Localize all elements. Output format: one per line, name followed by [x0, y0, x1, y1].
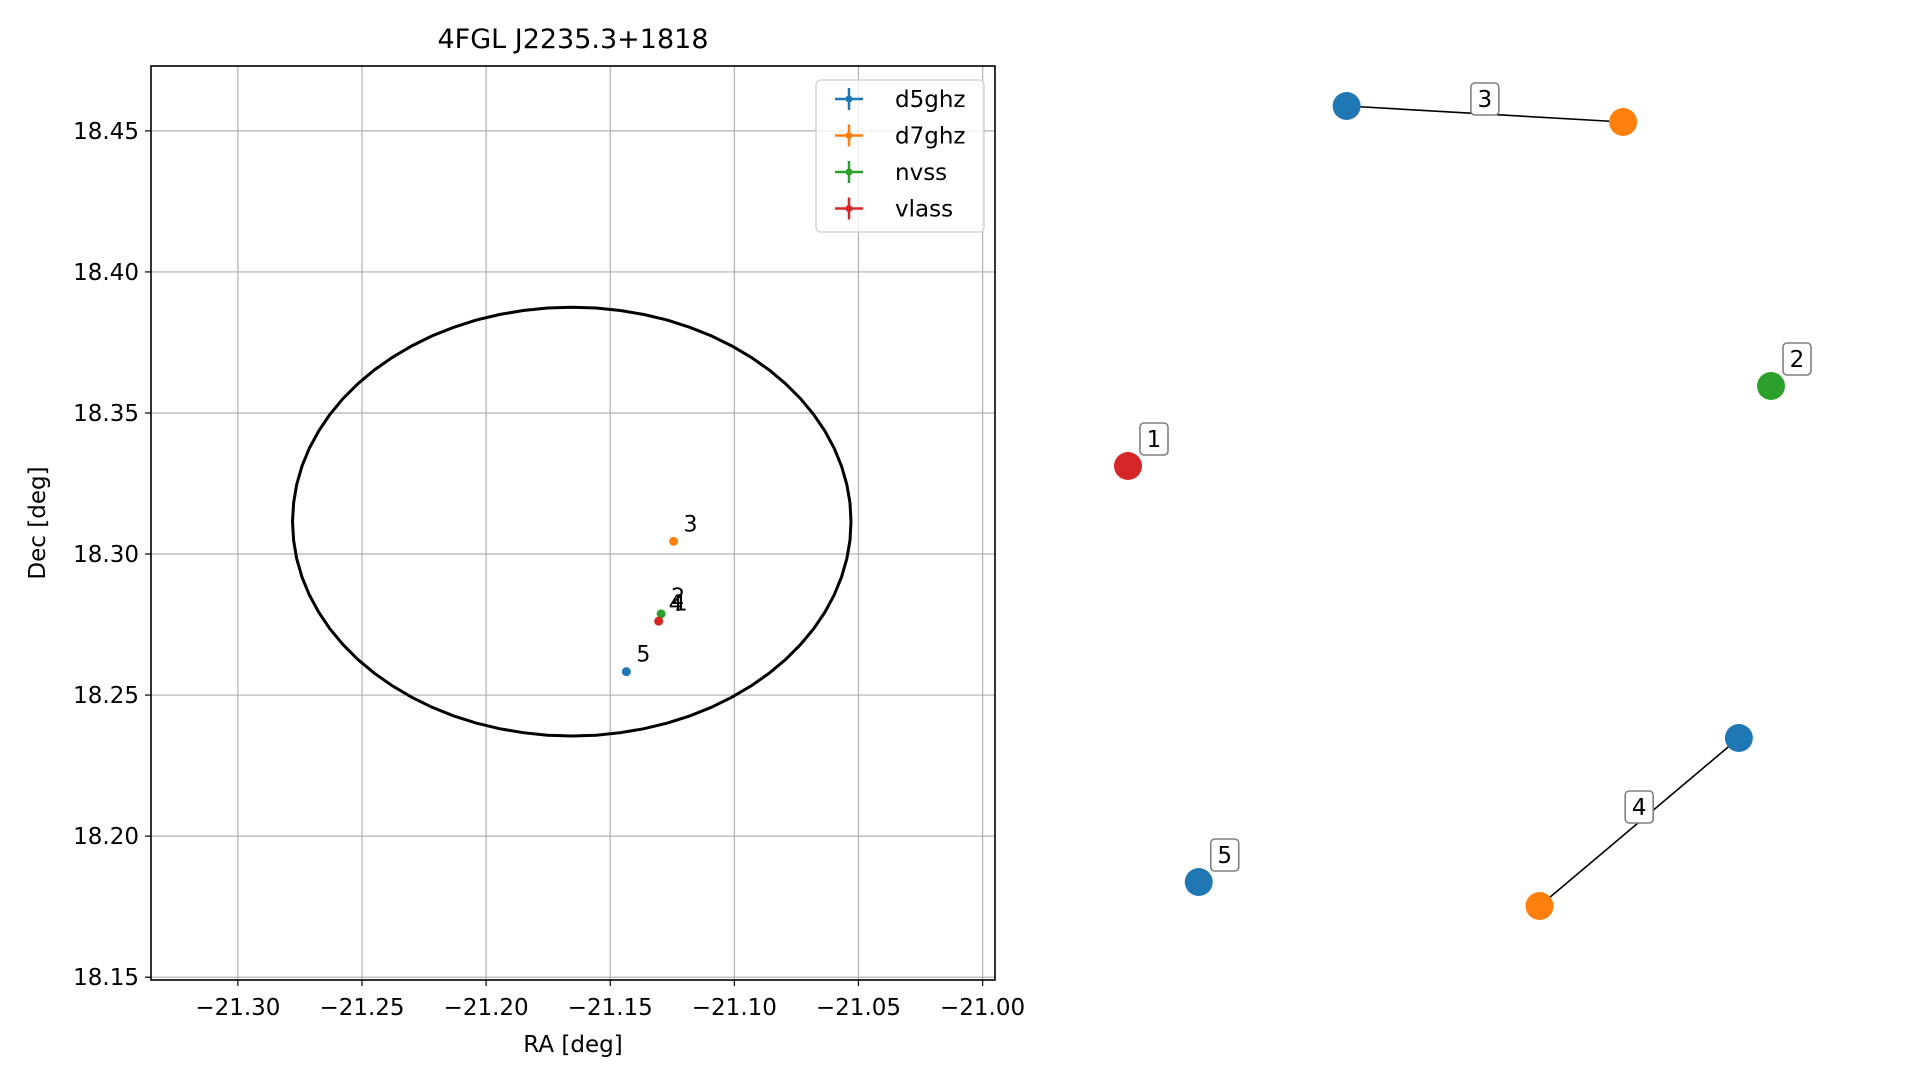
legend: d5ghz d7ghz nvss vlass [815, 79, 985, 233]
legend-label: nvss [895, 160, 947, 186]
node-label: 5 [1217, 843, 1232, 869]
y-tick-label: 18.35 [73, 401, 139, 427]
network-node [1184, 868, 1213, 896]
network-node [1609, 108, 1638, 136]
network-node [1332, 92, 1361, 120]
legend-marker [845, 168, 853, 176]
point-label: 3 [684, 512, 698, 537]
x-tick-label: −21.20 [444, 995, 529, 1021]
node-label: 1 [1147, 427, 1162, 453]
edge-label: 3 [1478, 87, 1493, 113]
y-tick-label: 18.30 [73, 542, 139, 568]
network-panel: 34 125 [1114, 82, 1812, 920]
y-tick-label: 18.45 [73, 119, 139, 145]
x-tick-label: −21.25 [319, 995, 404, 1021]
y-tick-label: 18.40 [73, 260, 139, 286]
data-point-d5ghz [621, 667, 631, 677]
x-tick-label: −21.10 [692, 995, 777, 1021]
legend-box [815, 79, 985, 233]
data-point-vlass [654, 616, 664, 626]
node-label-box [1209, 838, 1240, 872]
legend-item-d5ghz: d5ghz [835, 87, 965, 113]
y-axis-label: Dec [deg] [25, 466, 51, 579]
legend-item-d7ghz: d7ghz [835, 124, 965, 150]
node-label-box [1782, 342, 1812, 376]
point-label: 5 [636, 643, 650, 668]
legend-label: d7ghz [895, 124, 965, 150]
edge-label-box [1470, 82, 1500, 116]
network-node [1724, 724, 1753, 752]
x-tick-label: −21.00 [940, 995, 1025, 1021]
y-axis-ticks: 18.15 18.20 18.25 18.30 18.35 18.40 18.45 [73, 119, 151, 991]
node-layer: 1 2 5 [1114, 92, 1812, 920]
legend-label: vlass [895, 197, 953, 223]
legend-marker [845, 205, 853, 212]
legend-marker [845, 95, 853, 103]
network-node [1114, 452, 1142, 480]
point-label: 4 [669, 592, 683, 617]
y-tick-label: 18.20 [73, 824, 139, 850]
error-ellipse [290, 305, 853, 738]
marker-layer: 5 3 241 [621, 512, 698, 677]
plot-frame [150, 65, 996, 981]
node-label: 2 [1790, 347, 1805, 373]
data-point-d7ghz [669, 536, 679, 546]
legend-label: d5ghz [895, 87, 965, 113]
x-tick-label: −21.05 [816, 995, 901, 1021]
point-label: 2 [671, 585, 685, 610]
legend-marker [845, 132, 853, 139]
data-point-nvss [656, 609, 666, 619]
legend-item-nvss: nvss [835, 160, 947, 186]
y-tick-label: 18.25 [73, 683, 139, 709]
point-label: 1 [674, 591, 688, 616]
network-node [1525, 892, 1554, 920]
chart-title: 4FGL J2235.3+1818 [437, 24, 708, 55]
x-tick-label: −21.15 [568, 995, 653, 1021]
edge-layer: 34 [1346, 82, 1740, 907]
edge-label: 4 [1632, 795, 1647, 821]
x-axis-ticks: −21.30 −21.25 −21.20 −21.15 −21.10 −21.05 −21.… [195, 980, 1025, 1021]
edge-label-box [1624, 790, 1654, 824]
x-tick-label: −21.30 [195, 995, 280, 1021]
x-axis-label: RA [deg] [523, 1032, 622, 1058]
legend-item-vlass: vlass [835, 197, 953, 223]
ellipse-layer [290, 305, 853, 738]
y-tick-label: 18.15 [73, 965, 139, 991]
node-label-box [1139, 422, 1169, 456]
network-node [1757, 372, 1785, 400]
legend-entries: d5ghz d7ghz nvss vlass [835, 87, 965, 223]
